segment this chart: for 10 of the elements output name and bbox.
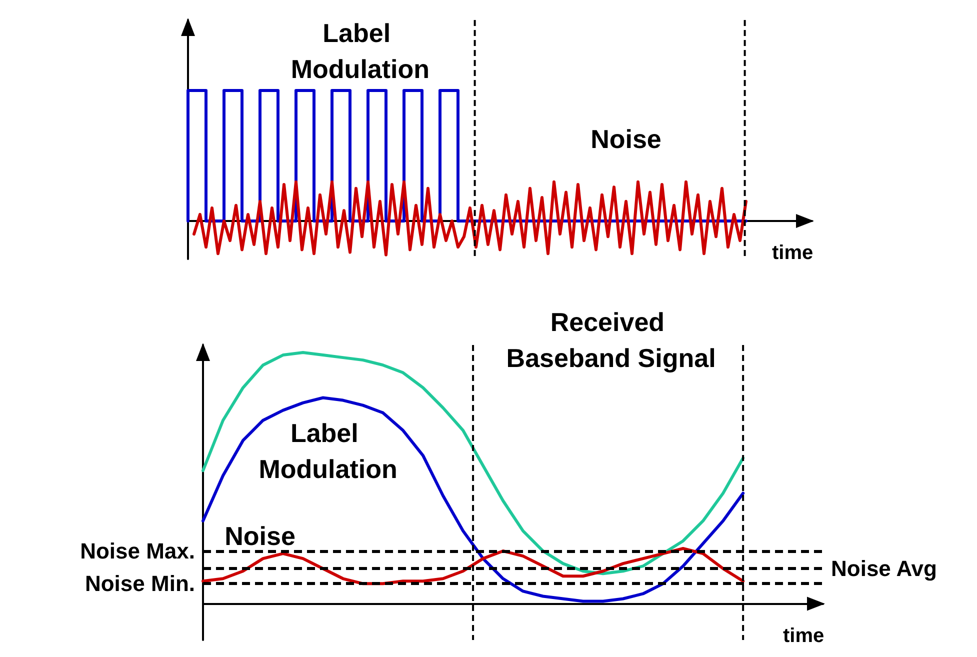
series-label: Label Modulation [258,418,398,484]
ref-line-label: Noise Min. [84,571,195,596]
ref-line-label: Noise Avg [831,556,937,582]
series-label: Label Modulation [290,18,430,84]
ref-line-label: Noise Max. [80,538,195,564]
text: Received Baseband Signal [506,306,716,373]
series-label: Noise [590,124,662,154]
x-axis-title: time [783,624,824,647]
x-axis-title: time [772,242,814,264]
series-label: Noise [224,520,296,551]
